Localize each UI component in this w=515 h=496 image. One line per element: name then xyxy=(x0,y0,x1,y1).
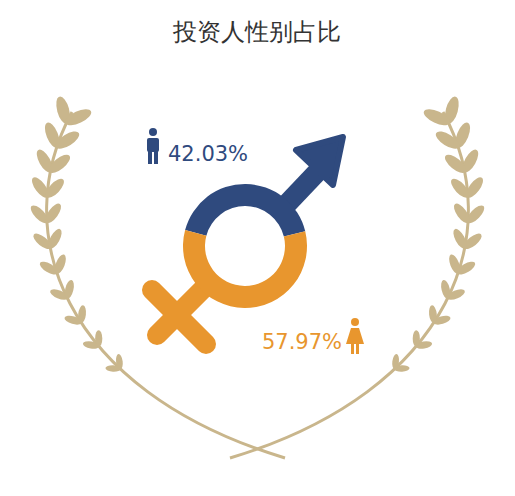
female-icon xyxy=(346,318,364,354)
laurel xyxy=(230,95,487,458)
laurel-leaf xyxy=(77,305,87,324)
laurel-leaf xyxy=(95,330,102,347)
laurel-leaf xyxy=(442,152,469,177)
laurel-leaf xyxy=(46,152,73,177)
female-cross-bar xyxy=(152,290,206,344)
laurel-leaf xyxy=(451,227,469,251)
laurel-leaf xyxy=(413,330,420,347)
laurel-leaf xyxy=(448,176,472,201)
laurel-leaf xyxy=(391,354,399,370)
data-label: 57.97% xyxy=(262,330,342,354)
male-arrow-head xyxy=(296,137,343,185)
laurel-leaf xyxy=(115,354,123,370)
laurel-leaf xyxy=(439,279,451,300)
laurel-leaf xyxy=(428,305,438,324)
title: 投资人性别占比 xyxy=(172,18,341,46)
laurel-leaf xyxy=(433,128,462,152)
laurel-leaf xyxy=(46,227,64,251)
laurel-leaf xyxy=(63,279,75,300)
laurel-leaf xyxy=(53,253,68,275)
laurel-leaf xyxy=(63,106,93,129)
laurel xyxy=(28,95,285,458)
male-icon xyxy=(147,128,159,164)
laurel-leaf xyxy=(43,201,64,225)
laurel-leaf xyxy=(451,201,472,225)
laurel-leaf xyxy=(53,128,82,152)
laurel-stem xyxy=(47,112,285,458)
data-label: 42.03% xyxy=(168,142,248,166)
ring-slice xyxy=(185,184,305,237)
laurel-leaf xyxy=(447,253,462,275)
laurel-leaf xyxy=(421,106,451,129)
laurel-leaf xyxy=(43,176,67,201)
chart: 投资人性别占比 42.03% 57.97% xyxy=(0,0,515,496)
ring-slice xyxy=(183,230,307,308)
